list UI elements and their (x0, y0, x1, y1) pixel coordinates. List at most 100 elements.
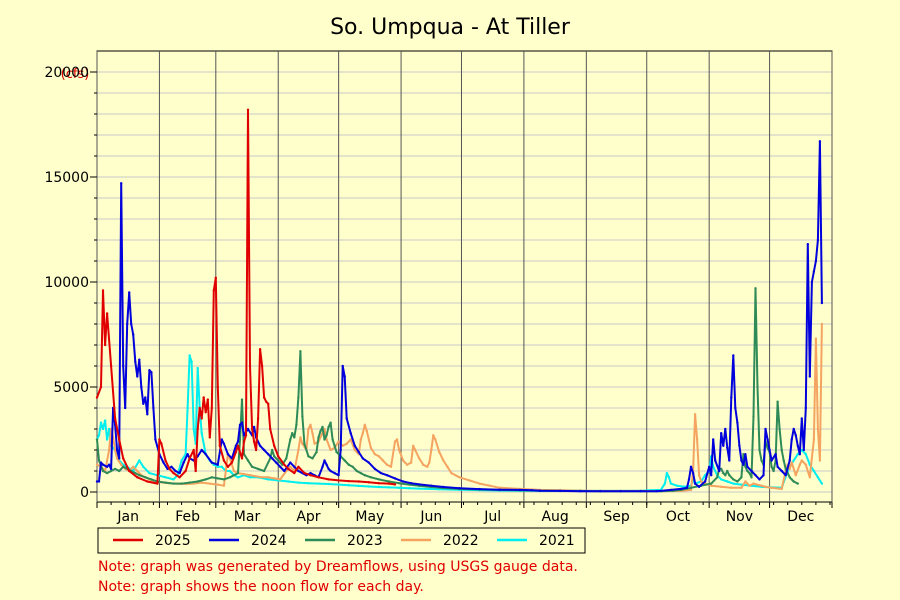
data-point-2023 (724, 474, 727, 477)
data-point-2024 (128, 291, 131, 294)
data-point-2022 (248, 474, 252, 477)
data-point-2021 (804, 453, 807, 456)
data-point-2024 (697, 485, 701, 488)
data-point-2022 (381, 459, 385, 462)
data-point-2021 (287, 480, 290, 483)
data-point-2024 (538, 489, 542, 492)
data-point-2022 (132, 465, 135, 468)
data-point-2025 (160, 442, 163, 445)
data-point-2024 (142, 402, 145, 405)
data-point-2022 (816, 427, 820, 431)
data-point-2025 (254, 448, 258, 452)
data-point-2023 (778, 427, 781, 431)
data-point-2022 (788, 467, 791, 471)
data-point-2023 (222, 478, 226, 481)
data-point-2025 (168, 467, 171, 471)
data-point-2021 (190, 360, 193, 363)
data-point-2021 (267, 478, 270, 481)
data-point-2024 (349, 432, 352, 435)
data-point-2021 (192, 427, 195, 431)
data-point-2023 (317, 436, 320, 439)
data-point-2023 (752, 415, 755, 418)
data-point-2021 (216, 465, 219, 468)
data-point-2024 (732, 354, 735, 357)
data-point-2023 (788, 476, 791, 479)
data-point-2021 (816, 476, 820, 479)
data-point-2023 (736, 480, 739, 483)
data-point-2025 (212, 289, 215, 292)
data-point-2021 (407, 487, 411, 490)
data-point-2025 (347, 479, 350, 483)
data-point-2025 (287, 467, 290, 471)
data-point-2024 (144, 396, 147, 399)
data-point-2022 (814, 337, 818, 340)
data-point-2023 (776, 400, 779, 403)
data-point-2025 (242, 440, 246, 443)
data-point-2023 (397, 482, 401, 485)
data-point-2023 (770, 465, 773, 468)
data-point-2021 (103, 419, 107, 422)
data-point-2025 (128, 469, 131, 473)
data-point-2024 (236, 440, 240, 443)
data-point-2022 (299, 436, 302, 439)
data-point-2025 (101, 289, 105, 292)
data-point-2024 (204, 453, 207, 456)
data-point-2023 (728, 474, 731, 477)
data-point-2021 (148, 471, 151, 475)
data-point-2023 (742, 453, 745, 456)
data-point-2024 (321, 465, 324, 468)
data-point-2024 (327, 467, 330, 471)
data-point-2024 (200, 448, 203, 452)
data-point-2024 (722, 444, 725, 447)
data-point-2022 (222, 484, 226, 487)
data-point-2022 (710, 484, 713, 487)
data-point-2025 (118, 438, 121, 441)
data-point-2024 (148, 369, 151, 372)
data-point-2024 (430, 484, 433, 487)
data-point-2023 (291, 432, 294, 435)
data-point-2024 (361, 457, 364, 460)
data-point-2024 (788, 459, 791, 462)
data-point-2024 (309, 471, 312, 475)
data-point-2022 (409, 461, 413, 464)
data-point-2025 (204, 411, 207, 414)
data-point-2022 (720, 485, 723, 488)
data-point-2023 (726, 469, 729, 473)
data-point-2024 (708, 465, 711, 468)
legend-label-2024: 2024 (251, 533, 287, 549)
data-point-2024 (689, 465, 693, 468)
data-point-2024 (579, 490, 582, 493)
data-point-2023 (250, 465, 254, 468)
data-point-2022 (359, 438, 362, 441)
data-point-2025 (337, 479, 340, 482)
data-point-2023 (758, 448, 761, 452)
data-point-2025 (184, 469, 187, 473)
data-point-2024 (124, 406, 127, 410)
data-point-2023 (273, 455, 276, 458)
note-line-2: Note: graph shows the noon flow for each… (98, 579, 424, 595)
data-point-2024 (178, 471, 181, 475)
month-label: Jun (419, 509, 442, 525)
data-point-2024 (693, 482, 697, 485)
data-point-2022 (693, 413, 697, 416)
data-point-2023 (196, 480, 199, 483)
data-point-2021 (297, 481, 300, 484)
y-unit-label: (cfs) (61, 67, 90, 82)
data-point-2023 (319, 429, 322, 433)
data-point-2023 (289, 438, 292, 441)
data-point-2025 (377, 482, 381, 485)
data-point-2025 (387, 482, 391, 485)
data-point-2024 (341, 364, 344, 368)
data-point-2022 (254, 475, 258, 478)
data-point-2024 (267, 453, 270, 456)
data-point-2022 (242, 472, 246, 476)
data-point-2023 (210, 476, 213, 479)
data-point-2025 (303, 471, 306, 475)
data-point-2022 (498, 486, 501, 489)
data-point-2022 (800, 459, 803, 462)
data-point-2024 (802, 448, 805, 452)
data-point-2024 (136, 375, 139, 378)
data-point-2023 (760, 459, 763, 462)
data-point-2025 (269, 427, 272, 431)
data-point-2023 (180, 482, 183, 485)
